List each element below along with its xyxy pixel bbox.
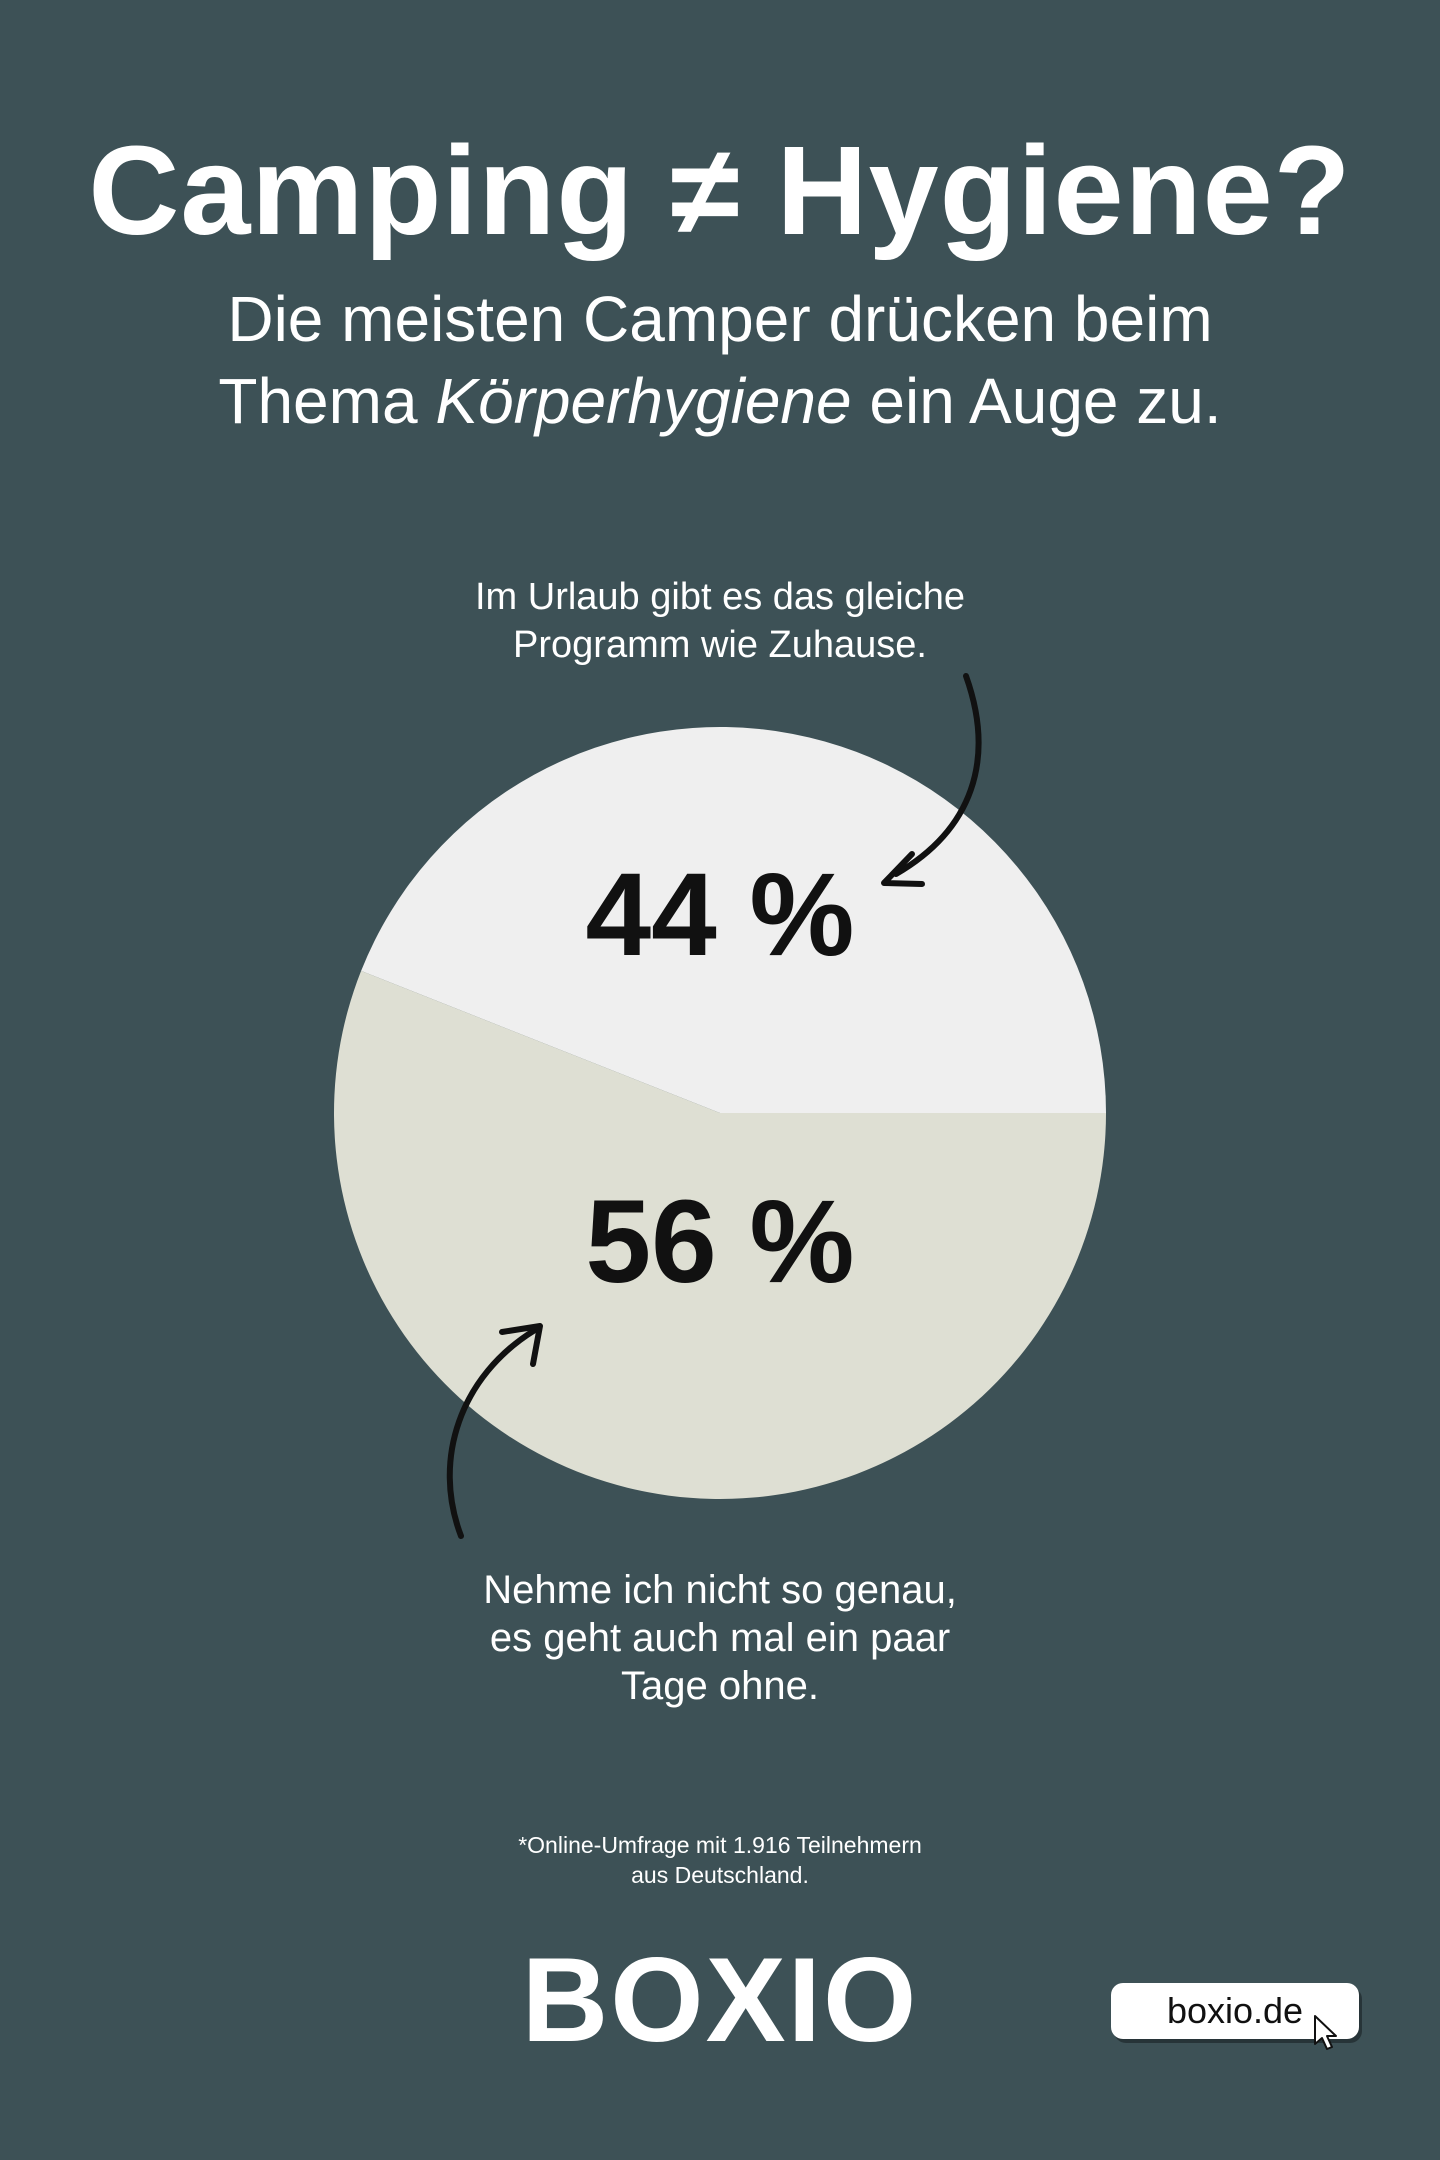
subtitle-line-1: Die meisten Camper drücken beim bbox=[227, 283, 1213, 355]
brand-logo: BOXIO bbox=[521, 1933, 919, 2067]
pie-value-label-2: 56 % bbox=[586, 1176, 855, 1308]
subtitle-line-2-end: ein Auge zu. bbox=[869, 365, 1222, 437]
curved-arrow-icon bbox=[446, 1327, 538, 1539]
annotation-top: Im Urlaub gibt es das gleiche Programm w… bbox=[370, 573, 1070, 669]
subtitle-emphasis: Körperhygiene bbox=[435, 365, 852, 437]
annotation-bottom: Nehme ich nicht so genau, es geht auch m… bbox=[370, 1566, 1070, 1710]
annotation-bottom-line-3: Tage ohne. bbox=[621, 1664, 819, 1708]
annotation-bottom-line-1: Nehme ich nicht so genau, bbox=[483, 1568, 957, 1612]
footnote-line-2: aus Deutschland. bbox=[631, 1862, 809, 1888]
page-title: Camping ≠ Hygiene? bbox=[88, 120, 1352, 261]
pie-labels: 44 % 56 % bbox=[586, 849, 855, 1308]
arrow-head-bottom bbox=[499, 1323, 543, 1367]
footnote: *Online-Umfrage mit 1.916 Teilnehmern au… bbox=[470, 1830, 970, 1890]
curved-arrow-icon bbox=[893, 673, 982, 877]
pie-slices bbox=[334, 726, 1106, 1499]
annotation-bottom-line-2: es geht auch mal ein paar bbox=[489, 1616, 951, 1660]
pie-slice-1 bbox=[361, 726, 1106, 1113]
arrow-head-top bbox=[881, 851, 925, 887]
subtitle: Die meisten Camper drücken beim Thema Kö… bbox=[0, 278, 1440, 442]
annotation-top-line-2: Programm wie Zuhause. bbox=[513, 624, 927, 666]
footnote-line-1: *Online-Umfrage mit 1.916 Teilnehmern bbox=[518, 1832, 922, 1858]
pie-slice-2 bbox=[334, 970, 1106, 1499]
mouse-pointer-icon bbox=[1314, 2015, 1337, 2050]
annotation-top-line-1: Im Urlaub gibt es das gleiche bbox=[474, 576, 966, 618]
pie-value-label-1: 44 % bbox=[586, 849, 855, 981]
subtitle-line-2-start: Thema bbox=[218, 365, 418, 437]
